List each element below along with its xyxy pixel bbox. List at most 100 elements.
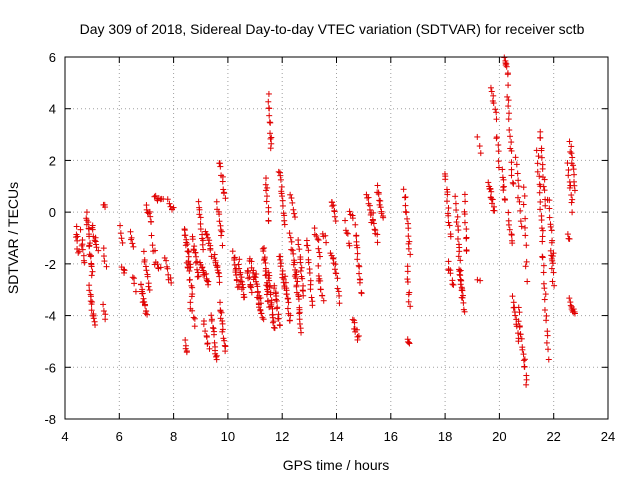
data-point: [444, 198, 451, 205]
data-point: [370, 220, 377, 227]
data-point: [487, 84, 494, 91]
data-point: [258, 310, 265, 317]
data-point: [329, 254, 336, 261]
data-point: [311, 231, 318, 238]
data-point: [569, 196, 576, 203]
data-point: [154, 261, 161, 268]
data-point: [518, 223, 525, 230]
data-point: [263, 193, 270, 200]
data-point: [85, 219, 92, 226]
data-point: [189, 307, 196, 314]
data-point: [300, 292, 307, 299]
data-point: [221, 189, 228, 196]
data-point: [536, 173, 543, 180]
data-point: [523, 381, 530, 388]
data-point: [510, 180, 517, 187]
data-point: [456, 248, 463, 255]
data-point: [91, 237, 98, 244]
data-point: [148, 218, 155, 225]
data-point: [139, 290, 146, 297]
data-point: [535, 153, 542, 160]
data-point: [213, 353, 220, 360]
data-point: [240, 294, 247, 301]
data-point: [283, 291, 290, 298]
data-point: [500, 187, 507, 194]
data-point: [564, 231, 571, 238]
data-point: [517, 331, 524, 338]
data-point: [508, 147, 515, 154]
data-point: [286, 230, 293, 237]
x-tick-label: 16: [384, 429, 398, 444]
data-point: [442, 176, 449, 183]
data-point: [288, 195, 295, 202]
data-point: [100, 245, 107, 252]
data-point: [303, 242, 310, 249]
data-point: [103, 263, 110, 270]
data-point: [219, 326, 226, 333]
data-point: [336, 292, 343, 299]
data-point: [515, 177, 522, 184]
data-point: [402, 208, 409, 215]
data-point: [453, 219, 460, 226]
data-point: [374, 231, 381, 238]
y-tick-label: 2: [49, 153, 56, 168]
data-point: [449, 281, 456, 288]
data-point: [461, 308, 468, 315]
data-point: [101, 258, 108, 265]
data-point: [571, 187, 578, 194]
data-point: [268, 140, 275, 147]
data-point: [354, 336, 361, 343]
data-point: [404, 279, 411, 286]
data-point: [262, 181, 269, 188]
data-point: [477, 277, 484, 284]
data-point: [485, 179, 492, 186]
data-point: [505, 82, 512, 89]
data-point: [88, 261, 95, 268]
data-point: [293, 282, 300, 289]
data-point: [514, 194, 521, 201]
data-point: [463, 248, 470, 255]
data-point: [209, 324, 216, 331]
data-point: [488, 188, 495, 195]
data-point: [489, 196, 496, 203]
data-point: [477, 150, 484, 157]
data-point: [186, 267, 193, 274]
data-point: [521, 356, 528, 363]
data-point: [144, 311, 151, 318]
data-point: [76, 248, 83, 255]
data-point: [206, 237, 213, 244]
grid-lines: [65, 57, 608, 419]
data-point: [315, 262, 322, 269]
data-point: [215, 269, 222, 276]
data-point: [570, 166, 577, 173]
data-point: [445, 258, 452, 265]
data-point: [277, 176, 284, 183]
data-point: [546, 214, 553, 221]
data-point: [90, 315, 97, 322]
x-axis-label: GPS time / hours: [283, 457, 390, 473]
data-point: [504, 93, 511, 100]
data-point: [499, 166, 506, 173]
data-point: [231, 257, 238, 264]
data-point: [568, 150, 575, 157]
y-tick-label: 0: [49, 205, 56, 220]
data-point: [218, 228, 225, 235]
data-point: [495, 148, 502, 155]
data-point: [222, 348, 229, 355]
data-point: [265, 269, 272, 276]
data-point: [166, 200, 173, 207]
data-point: [194, 266, 201, 273]
data-point: [490, 92, 497, 99]
data-point: [509, 179, 516, 186]
data-point: [89, 298, 96, 305]
data-point: [184, 264, 191, 271]
data-point: [271, 325, 278, 332]
data-point: [183, 236, 190, 243]
data-point: [147, 213, 154, 220]
data-point: [566, 295, 573, 302]
data-point: [495, 158, 502, 165]
data-point: [203, 333, 210, 340]
data-point: [263, 187, 270, 194]
